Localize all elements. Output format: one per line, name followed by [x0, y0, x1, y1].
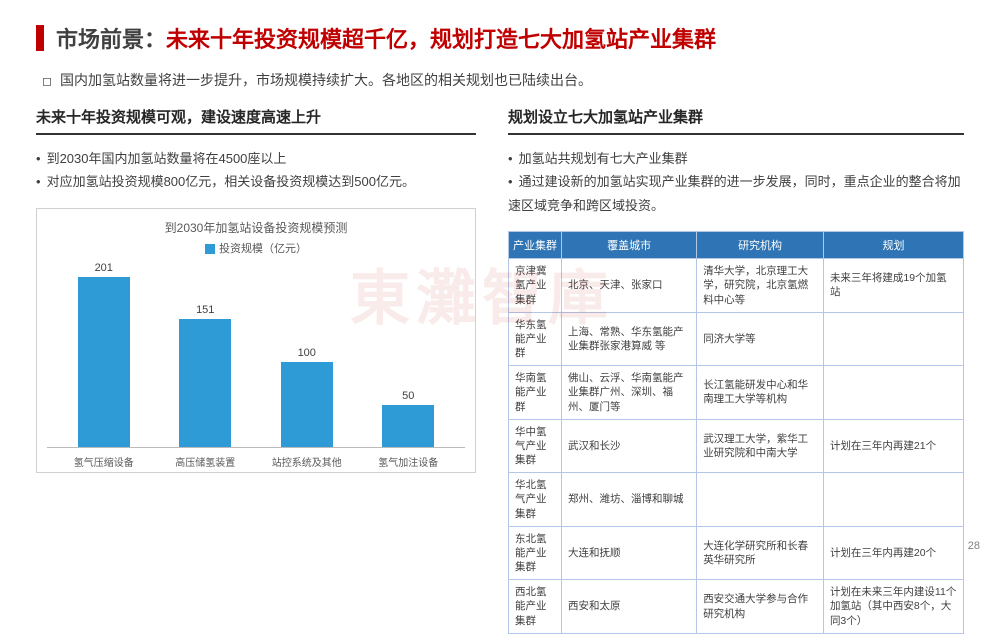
table-header-cell: 规划: [823, 232, 963, 259]
bar-wrap: 50: [368, 390, 448, 447]
x-tick-label: 氢气压缩设备: [64, 454, 144, 469]
table-row: 华南氢能产业群佛山、云浮、华南氢能产业集群广州、深圳、福州、厦门等长江氢能研发中…: [509, 366, 964, 420]
table-cell: 西北氢能产业集群: [509, 580, 562, 634]
page-number: 28: [968, 540, 980, 552]
bar: [281, 362, 333, 447]
table-cell: [823, 366, 963, 420]
left-column: 未来十年投资规模可观，建设速度高速上升 到2030年国内加氢站数量将在4500座…: [36, 106, 476, 634]
table-cell: 同济大学等: [697, 312, 824, 366]
table-header-cell: 产业集群: [509, 232, 562, 259]
x-tick-label: 氢气加注设备: [368, 454, 448, 469]
bar-wrap: 201: [64, 262, 144, 447]
right-bullet-2: 通过建设新的加氢站实现产业集群的进一步发展，同时，重点企业的整合将加速区域竞争和…: [508, 170, 964, 217]
table-cell: [697, 473, 824, 527]
table-cell: 华中氢气产业集群: [509, 419, 562, 473]
slide-title: 市场前景：未来十年投资规模超千亿，规划打造七大加氢站产业集群: [56, 22, 716, 54]
table-header-row: 产业集群覆盖城市研究机构规划: [509, 232, 964, 259]
title-accent-bar: [36, 25, 44, 51]
title-lead: 市场前景：: [56, 27, 166, 52]
bar: [382, 405, 434, 447]
table-cell: 西安交通大学参与合作研究机构: [697, 580, 824, 634]
table-row: 华北氢气产业集群郑州、潍坊、淄博和聊城: [509, 473, 964, 527]
table-cell: 华南氢能产业群: [509, 366, 562, 420]
chart-plot: 201 151 100 50: [47, 262, 465, 448]
table-cell: 长江氢能研发中心和华南理工大学等机构: [697, 366, 824, 420]
table-cell: 西安和太原: [562, 580, 697, 634]
bar-value-label: 100: [298, 347, 316, 359]
table-cell: 武汉和长沙: [562, 419, 697, 473]
table-header-cell: 研究机构: [697, 232, 824, 259]
table-cell: 佛山、云浮、华南氢能产业集群广州、深圳、福州、厦门等: [562, 366, 697, 420]
table-cell: 大连和抚顺: [562, 526, 697, 580]
right-bullet-1: 加氢站共规划有七大产业集群: [508, 147, 964, 170]
slide-title-row: 市场前景：未来十年投资规模超千亿，规划打造七大加氢站产业集群: [36, 22, 964, 54]
left-bullet-2: 对应加氢站投资规模800亿元，相关设备投资规模达到500亿元。: [36, 170, 476, 193]
title-rest: 未来十年投资规模超千亿，规划打造七大加氢站产业集群: [166, 27, 716, 52]
table-cell: 计划在三年内再建20个: [823, 526, 963, 580]
bar-chart: 到2030年加氢站设备投资规模预测 投资规模（亿元） 201 151 100 50 氢…: [36, 208, 476, 473]
bar-value-label: 151: [196, 304, 214, 316]
table-cell: 上海、常熟、华东氢能产业集群张家港算威 等: [562, 312, 697, 366]
x-tick-label: 站控系统及其他: [267, 454, 347, 469]
legend-label: 投资规模（亿元）: [219, 243, 307, 255]
table-cell: 京津冀氢产业集群: [509, 259, 562, 313]
chart-legend: 投资规模（亿元）: [47, 240, 465, 256]
table-cell: 未来三年将建成19个加氢站: [823, 259, 963, 313]
table-cell: 清华大学，北京理工大学，研究院，北京氢燃料中心等: [697, 259, 824, 313]
table-row: 京津冀氢产业集群北京、天津、张家口清华大学，北京理工大学，研究院，北京氢燃料中心…: [509, 259, 964, 313]
table-row: 华东氢能产业群上海、常熟、华东氢能产业集群张家港算威 等同济大学等: [509, 312, 964, 366]
legend-swatch: [205, 244, 215, 254]
table-cell: 华北氢气产业集群: [509, 473, 562, 527]
table-cell: 计划在未来三年内建设11个加氢站（其中西安8个，大同3个）: [823, 580, 963, 634]
bar-wrap: 100: [267, 347, 347, 447]
table-header-cell: 覆盖城市: [562, 232, 697, 259]
table-cell: 武汉理工大学，紫华工业研究院和中南大学: [697, 419, 824, 473]
chart-title: 到2030年加氢站设备投资规模预测: [47, 219, 465, 236]
table-row: 华中氢气产业集群武汉和长沙武汉理工大学，紫华工业研究院和中南大学计划在三年内再建…: [509, 419, 964, 473]
bar: [179, 319, 231, 447]
intro-text: 国内加氢站数量将进一步提升，市场规模持续扩大。各地区的相关规划也已陆续出台。: [42, 70, 960, 90]
table-cell: [823, 312, 963, 366]
left-subtitle: 未来十年投资规模可观，建设速度高速上升: [36, 106, 476, 135]
table-cell: 大连化学研究所和长春英华研究所: [697, 526, 824, 580]
x-tick-label: 高压储氢装置: [165, 454, 245, 469]
chart-x-axis: 氢气压缩设备 高压储氢装置 站控系统及其他 氢气加注设备: [47, 448, 465, 469]
left-bullets: 到2030年国内加氢站数量将在4500座以上 对应加氢站投资规模800亿元，相关…: [36, 147, 476, 194]
table-cell: 郑州、潍坊、淄博和聊城: [562, 473, 697, 527]
table-row: 西北氢能产业集群西安和太原西安交通大学参与合作研究机构计划在未来三年内建设11个…: [509, 580, 964, 634]
table-row: 东北氢能产业集群大连和抚顺大连化学研究所和长春英华研究所计划在三年内再建20个: [509, 526, 964, 580]
table-cell: 华东氢能产业群: [509, 312, 562, 366]
table-cell: 计划在三年内再建21个: [823, 419, 963, 473]
bar: [78, 277, 130, 447]
left-bullet-1: 到2030年国内加氢站数量将在4500座以上: [36, 147, 476, 170]
table-cell: 东北氢能产业集群: [509, 526, 562, 580]
table-cell: [823, 473, 963, 527]
cluster-table: 产业集群覆盖城市研究机构规划 京津冀氢产业集群北京、天津、张家口清华大学，北京理…: [508, 231, 964, 634]
table-cell: 北京、天津、张家口: [562, 259, 697, 313]
bar-value-label: 201: [95, 262, 113, 274]
right-column: 规划设立七大加氢站产业集群 加氢站共规划有七大产业集群 通过建设新的加氢站实现产…: [508, 106, 964, 634]
bar-value-label: 50: [402, 390, 414, 402]
table-body: 京津冀氢产业集群北京、天津、张家口清华大学，北京理工大学，研究院，北京氢燃料中心…: [509, 259, 964, 634]
right-subtitle: 规划设立七大加氢站产业集群: [508, 106, 964, 135]
right-bullets: 加氢站共规划有七大产业集群 通过建设新的加氢站实现产业集群的进一步发展，同时，重…: [508, 147, 964, 217]
bar-wrap: 151: [165, 304, 245, 447]
